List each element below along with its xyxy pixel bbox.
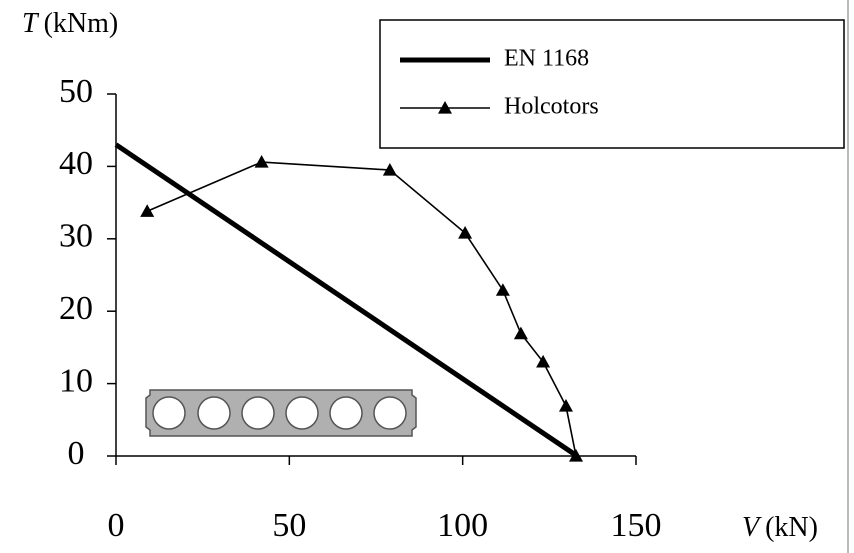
- x-tick-label: 0: [108, 507, 125, 544]
- y-tick-label: 50: [59, 73, 93, 110]
- y-tick-label: 0: [68, 435, 85, 472]
- y-axis-label: T(kNm): [22, 8, 118, 39]
- legend-label: Holcotors: [504, 94, 599, 120]
- y-tick-label: 30: [59, 218, 93, 255]
- x-tick-label: 100: [437, 507, 488, 544]
- y-tick-label: 40: [59, 145, 93, 182]
- y-tick-label: 20: [59, 290, 93, 327]
- x-axis-unit: (kN): [765, 512, 818, 543]
- legend-box: [380, 20, 844, 148]
- y-tick-label: 10: [59, 362, 93, 399]
- x-tick-label: 50: [272, 507, 306, 544]
- x-tick-label: 150: [611, 507, 662, 544]
- chart: T(kNm) V(kN) 0 10 20 30 40 50 0 50 100 150 EN 1168…: [0, 0, 854, 553]
- y-axis-unit: (kNm): [44, 8, 119, 39]
- legend-label: EN 1168: [504, 46, 589, 72]
- x-axis-symbol: V: [742, 512, 762, 543]
- y-axis-symbol: T: [22, 8, 40, 39]
- slab-icon: [146, 390, 416, 436]
- x-axis-label: V(kN): [742, 512, 818, 543]
